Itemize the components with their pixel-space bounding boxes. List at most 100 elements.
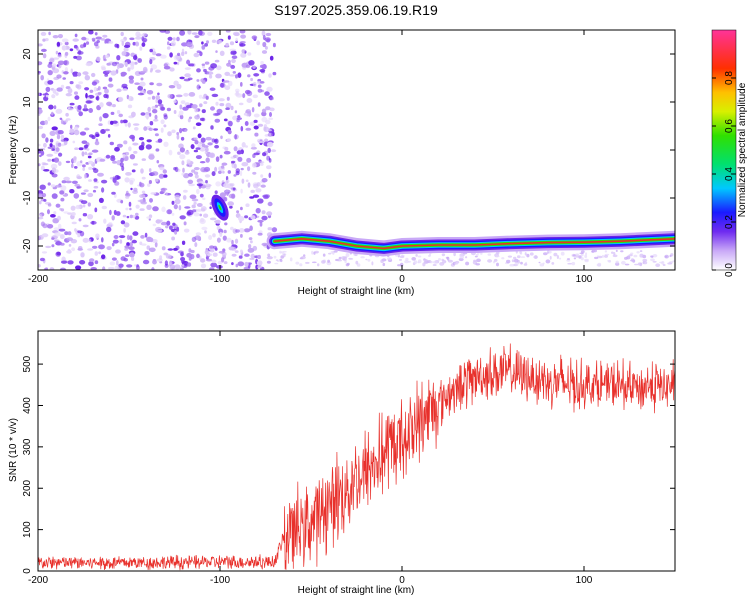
- noise-speckle: [206, 71, 214, 75]
- noise-speckle: [255, 188, 262, 193]
- noise-speckle: [73, 44, 78, 49]
- noise-speckle: [59, 190, 65, 195]
- noise-speckle: [57, 54, 62, 58]
- noise-speckle: [183, 228, 190, 233]
- noise-speckle: [46, 153, 54, 157]
- noise-speckle: [144, 251, 150, 256]
- noise-speckle: [48, 104, 54, 110]
- noise-speckle: [131, 239, 137, 244]
- noise-speckle: [289, 257, 293, 262]
- noise-speckle: [212, 112, 220, 117]
- noise-speckle: [171, 212, 175, 216]
- noise-speckle: [71, 247, 75, 252]
- noise-speckle: [250, 253, 255, 259]
- noise-speckle: [111, 257, 117, 261]
- colorbar-gradient: [711, 29, 737, 271]
- noise-speckle: [93, 86, 97, 92]
- noise-speckle: [179, 76, 185, 80]
- noise-speckle: [244, 121, 249, 126]
- noise-speckle: [57, 130, 64, 135]
- noise-speckle: [441, 253, 446, 257]
- noise-speckle: [47, 146, 53, 149]
- noise-speckle: [128, 201, 132, 207]
- noise-speckle: [257, 84, 262, 88]
- noise-speckle: [39, 120, 46, 126]
- noise-speckle: [252, 153, 256, 158]
- noise-speckle: [177, 151, 181, 155]
- noise-speckle: [70, 124, 73, 129]
- noise-speckle: [174, 198, 181, 205]
- noise-speckle: [97, 172, 104, 177]
- noise-speckle: [99, 102, 104, 108]
- noise-speckle: [191, 169, 196, 173]
- noise-speckle: [655, 263, 661, 268]
- noise-speckle: [520, 256, 526, 258]
- noise-speckle: [64, 119, 68, 123]
- noise-speckle: [96, 56, 101, 62]
- snr-plot-area: [38, 343, 675, 571]
- noise-speckle: [205, 157, 210, 163]
- noise-speckle: [82, 237, 90, 243]
- noise-speckle: [480, 252, 483, 255]
- noise-speckle: [251, 35, 258, 40]
- noise-speckle: [161, 246, 166, 251]
- x-tick-label: -100: [210, 274, 230, 285]
- noise-speckle: [181, 172, 185, 176]
- noise-speckle: [71, 163, 74, 169]
- noise-speckle: [487, 253, 492, 256]
- noise-speckle: [204, 230, 207, 234]
- noise-speckle: [89, 89, 94, 94]
- noise-speckle: [257, 265, 262, 269]
- noise-speckle: [257, 102, 261, 107]
- noise-speckle: [115, 211, 121, 216]
- noise-speckle: [253, 125, 259, 130]
- noise-speckle: [132, 142, 139, 146]
- noise-speckle: [225, 42, 229, 47]
- noise-speckle: [56, 41, 61, 47]
- noise-speckle: [233, 174, 237, 177]
- noise-speckle: [53, 105, 57, 110]
- noise-speckle: [295, 261, 300, 265]
- noise-speckle: [194, 140, 199, 145]
- noise-speckle: [453, 252, 456, 257]
- noise-speckle: [218, 250, 225, 254]
- noise-speckle: [99, 116, 103, 122]
- noise-speckle: [251, 107, 255, 113]
- noise-speckle: [106, 101, 113, 107]
- noise-speckle: [228, 120, 233, 127]
- noise-speckle: [209, 87, 216, 91]
- noise-speckle: [232, 31, 240, 36]
- noise-speckle: [56, 87, 63, 92]
- noise-speckle: [209, 74, 213, 79]
- noise-speckle: [218, 170, 222, 174]
- noise-speckle: [266, 256, 273, 260]
- noise-speckle: [237, 156, 243, 162]
- noise-speckle: [69, 128, 75, 134]
- noise-speckle: [42, 53, 47, 59]
- noise-speckle: [194, 171, 199, 175]
- noise-speckle: [196, 188, 200, 195]
- noise-speckle: [261, 242, 268, 246]
- noise-speckle: [229, 48, 237, 52]
- noise-speckle: [112, 239, 119, 244]
- noise-speckle: [128, 177, 136, 183]
- noise-speckle: [220, 165, 225, 169]
- noise-speckle: [81, 36, 87, 41]
- noise-speckle: [65, 93, 73, 97]
- noise-speckle: [102, 34, 108, 38]
- noise-speckle: [173, 247, 178, 251]
- noise-speckle: [98, 123, 103, 126]
- noise-speckle: [87, 155, 92, 159]
- noise-speckle: [218, 98, 225, 102]
- noise-speckle: [44, 120, 48, 125]
- noise-speckle: [75, 84, 80, 89]
- noise-speckle: [84, 151, 88, 155]
- noise-speckle: [45, 137, 49, 143]
- noise-speckle: [132, 41, 136, 46]
- noise-speckle: [123, 47, 129, 52]
- noise-speckle: [67, 231, 72, 236]
- noise-speckle: [211, 259, 217, 264]
- noise-speckle: [92, 189, 97, 193]
- noise-speckle: [215, 219, 221, 225]
- noise-speckle: [64, 51, 69, 56]
